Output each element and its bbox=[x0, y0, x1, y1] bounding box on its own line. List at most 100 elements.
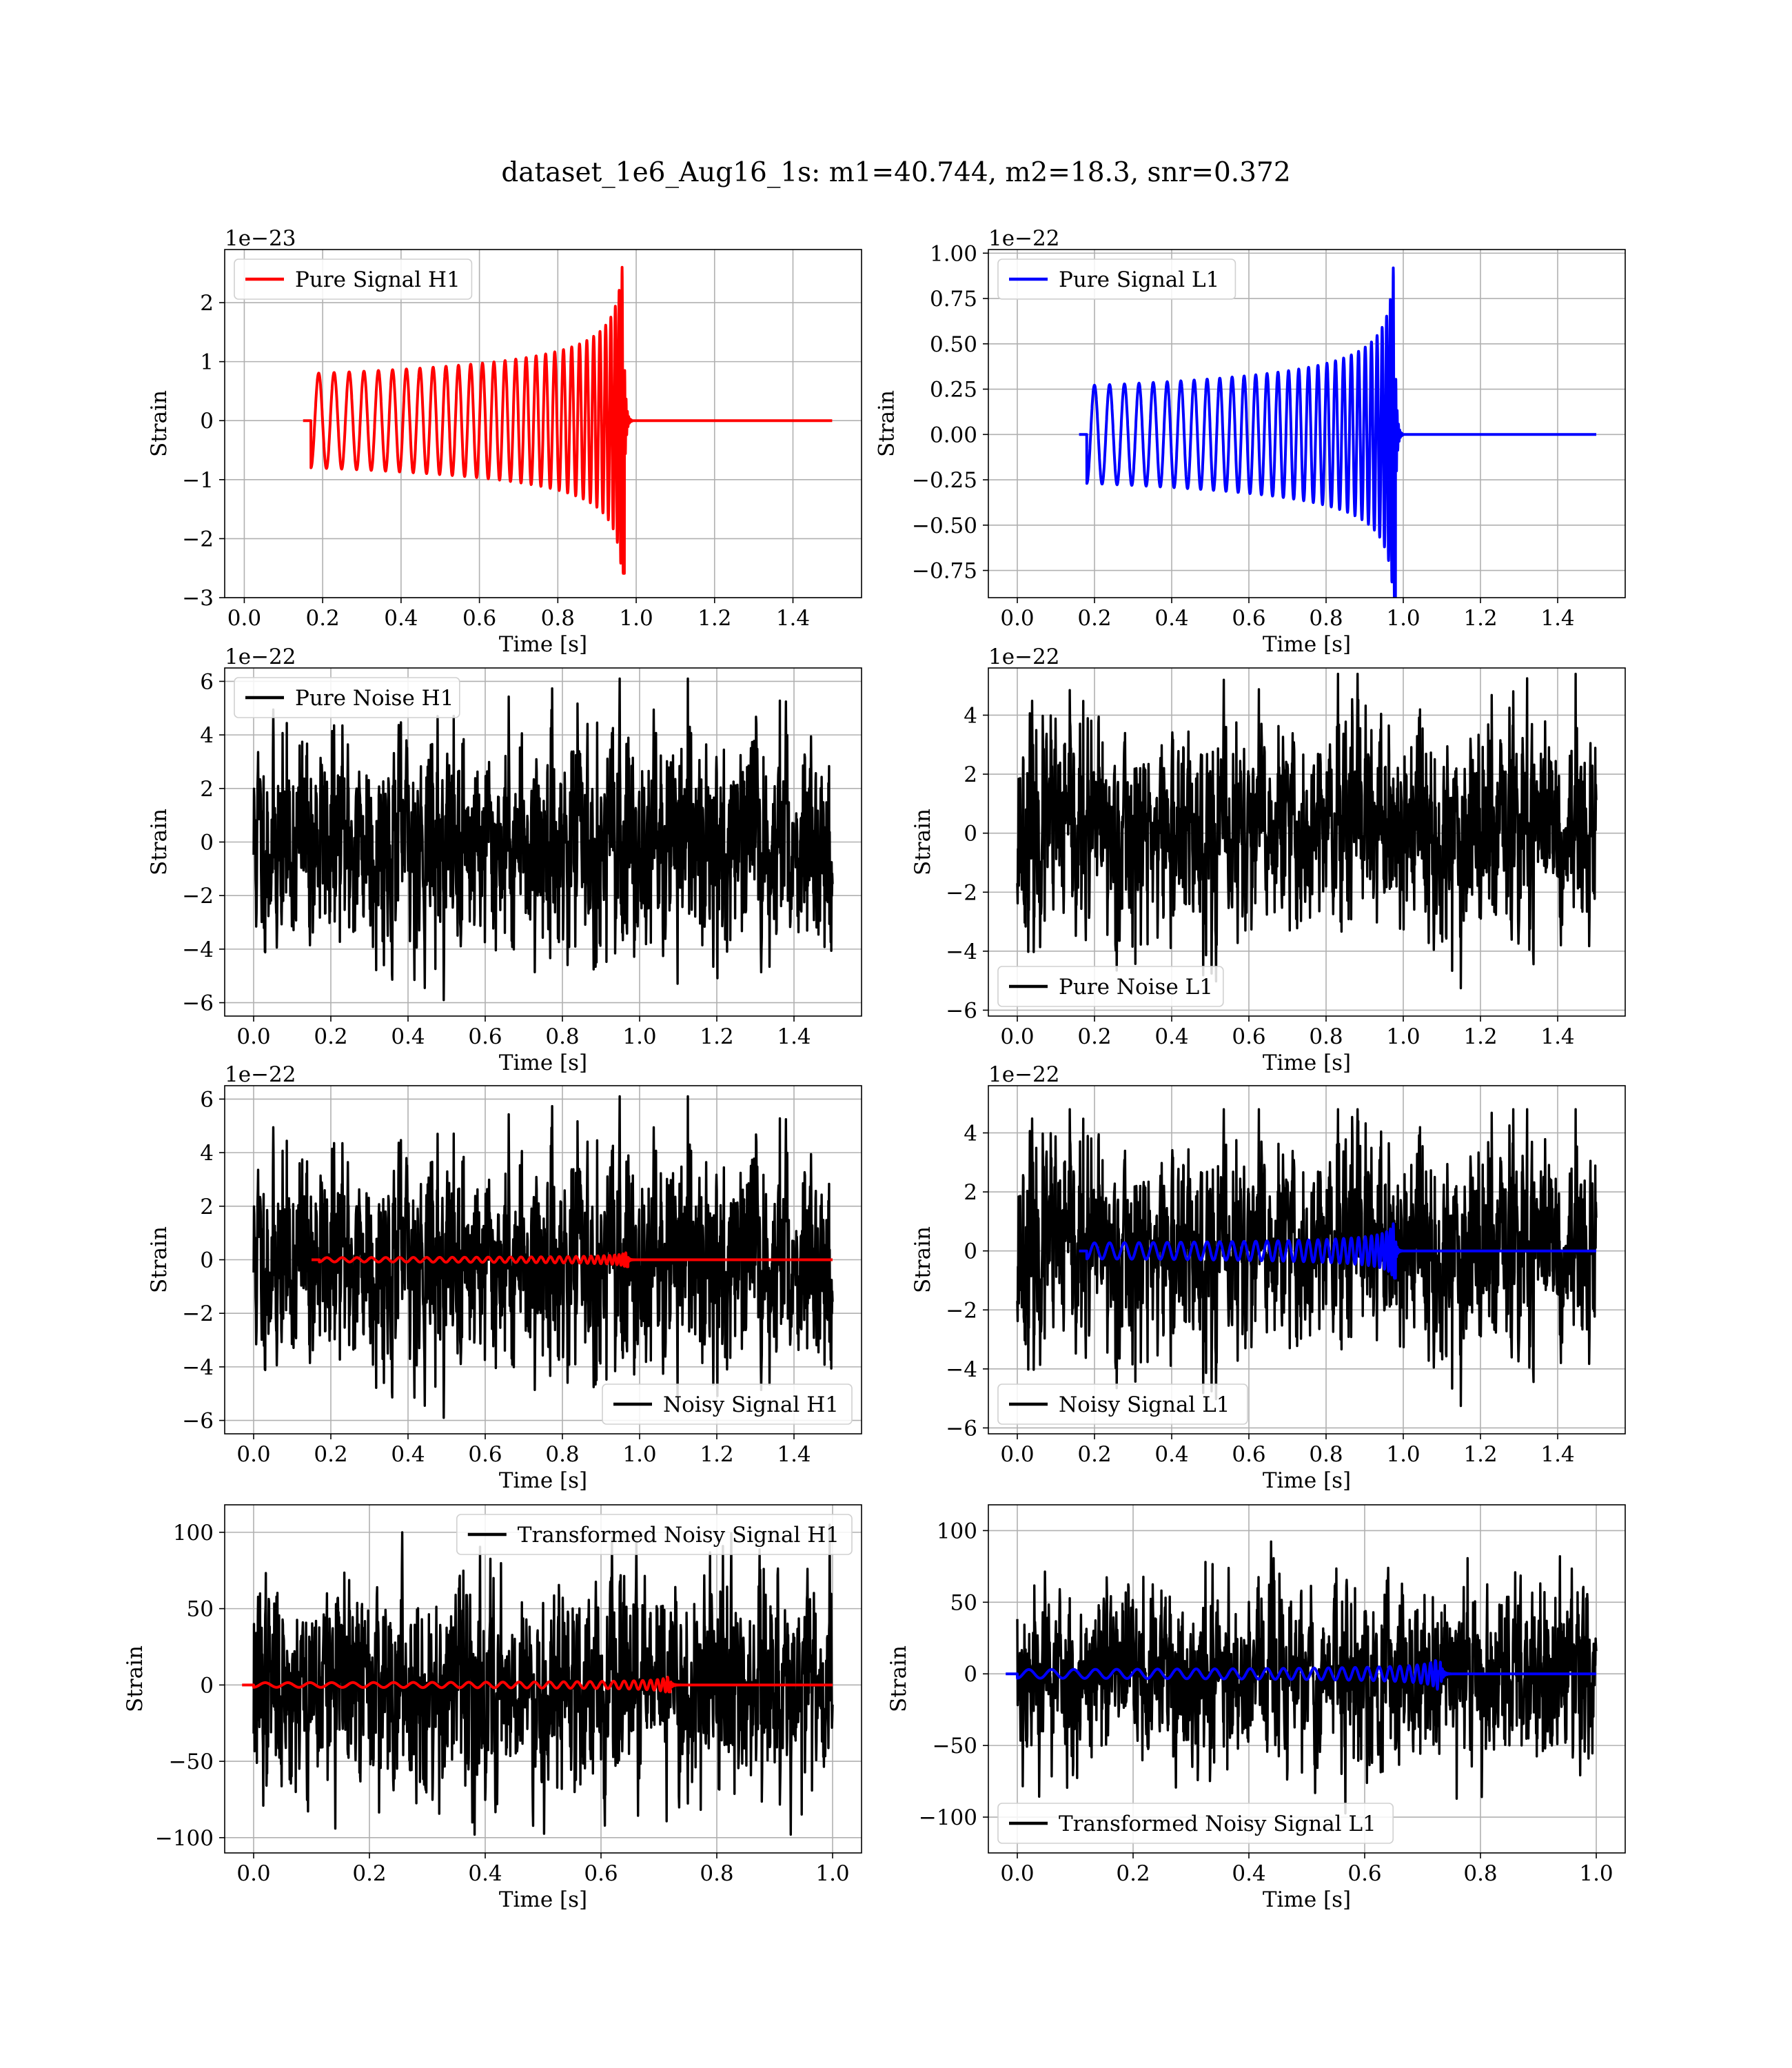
x-tick-label: 0.8 bbox=[1309, 606, 1343, 631]
plot-frame bbox=[988, 1504, 1626, 1854]
y-tick-label: 100 bbox=[937, 1519, 977, 1543]
series-line bbox=[252, 1523, 834, 1836]
y-tick-label: −2 bbox=[182, 527, 214, 551]
y-tick-label: −100 bbox=[155, 1826, 214, 1851]
x-tick-label: 1.0 bbox=[1386, 1442, 1420, 1467]
x-tick-label: 0.8 bbox=[545, 1024, 579, 1049]
y-tick-label: −0.75 bbox=[912, 559, 977, 584]
legend-label: Pure Noise L1 bbox=[1059, 975, 1213, 1000]
axis-offset-label: 1e−22 bbox=[988, 226, 1060, 251]
legend: Transformed Noisy Signal L1 bbox=[997, 1803, 1394, 1844]
x-tick-label: 1.0 bbox=[1386, 1024, 1420, 1049]
y-tick-label: 100 bbox=[173, 1521, 214, 1545]
y-tick-label: 4 bbox=[964, 703, 977, 728]
legend-box bbox=[456, 1514, 853, 1555]
y-axis-label: Strain bbox=[886, 1645, 911, 1712]
y-tick-label: 2 bbox=[964, 762, 977, 787]
legend: Pure Noise L1 bbox=[997, 966, 1224, 1007]
x-tick-label: 1.4 bbox=[776, 606, 810, 631]
x-tick-label: 0.2 bbox=[1077, 606, 1111, 631]
y-tick-label: 0 bbox=[200, 1673, 214, 1698]
x-axis-label: Time [s] bbox=[1263, 1887, 1351, 1912]
y-tick-label: −50 bbox=[169, 1750, 214, 1774]
legend-label: Pure Signal L1 bbox=[1059, 267, 1219, 292]
x-tick-label: 0.2 bbox=[305, 606, 339, 631]
y-tick-label: 2 bbox=[964, 1180, 977, 1205]
legend-label: Pure Noise H1 bbox=[295, 686, 454, 711]
x-tick-label: 0.0 bbox=[1000, 1861, 1034, 1886]
x-tick-label: 0.8 bbox=[1463, 1861, 1497, 1886]
y-tick-label: 0 bbox=[964, 1239, 977, 1264]
chart-panel: 0.0 0.2 0.4 0.6 0.8 1.0 −100 −50 0 50 100 Time [s] S… bbox=[886, 1504, 1626, 1912]
legend: Pure Signal H1 bbox=[234, 258, 473, 300]
series-line bbox=[1077, 1222, 1598, 1280]
y-tick-label: 0.50 bbox=[930, 332, 977, 357]
y-tick-label: −2 bbox=[182, 884, 214, 909]
x-tick-label: 1.2 bbox=[700, 1024, 733, 1049]
series-line bbox=[1004, 1659, 1598, 1691]
x-tick-label: 1.0 bbox=[1579, 1861, 1613, 1886]
y-tick-label: −2 bbox=[946, 1298, 977, 1323]
x-tick-label: 0.6 bbox=[1232, 1442, 1265, 1467]
x-tick-label: 0.4 bbox=[391, 1442, 425, 1467]
x-tick-label: 0.8 bbox=[545, 1442, 579, 1467]
axis-offset-label: 1e−22 bbox=[225, 1062, 296, 1087]
x-tick-label: 0.4 bbox=[1154, 1442, 1188, 1467]
x-tick-label: 1.4 bbox=[777, 1442, 811, 1467]
axis-offset-label: 1e−22 bbox=[988, 645, 1060, 669]
x-tick-label: 0.2 bbox=[1077, 1024, 1111, 1049]
legend: Pure Signal L1 bbox=[997, 258, 1236, 300]
y-tick-label: −4 bbox=[182, 937, 214, 962]
y-tick-label: 6 bbox=[200, 1087, 214, 1112]
y-tick-label: 1 bbox=[200, 350, 214, 375]
x-tick-label: 0.6 bbox=[462, 606, 496, 631]
legend-box bbox=[234, 258, 473, 300]
y-tick-label: −3 bbox=[182, 586, 214, 611]
y-axis-label: Strain bbox=[147, 809, 172, 875]
x-tick-label: 1.4 bbox=[1540, 606, 1574, 631]
x-tick-label: 0.2 bbox=[314, 1024, 347, 1049]
legend-box bbox=[997, 258, 1236, 300]
x-tick-label: 1.4 bbox=[1540, 1024, 1574, 1049]
x-tick-label: 0.4 bbox=[1154, 1024, 1188, 1049]
x-tick-label: 0.0 bbox=[227, 606, 261, 631]
x-tick-label: 0.4 bbox=[1154, 606, 1188, 631]
legend-label: Transformed Noisy Signal L1 bbox=[1059, 1812, 1376, 1836]
x-tick-label: 1.0 bbox=[622, 1024, 656, 1049]
series-line bbox=[1016, 1540, 1598, 1815]
series-line bbox=[301, 265, 834, 575]
x-tick-label: 1.0 bbox=[815, 1861, 849, 1886]
y-tick-label: −6 bbox=[946, 1416, 977, 1441]
x-tick-label: 0.6 bbox=[584, 1861, 618, 1886]
y-tick-label: 0.25 bbox=[930, 378, 977, 403]
y-tick-label: −100 bbox=[919, 1805, 977, 1830]
legend: Noisy Signal H1 bbox=[602, 1383, 853, 1425]
x-tick-label: 0.4 bbox=[384, 606, 418, 631]
y-tick-label: 0 bbox=[200, 831, 214, 855]
y-tick-label: 4 bbox=[964, 1121, 977, 1146]
x-axis-label: Time [s] bbox=[1263, 1468, 1351, 1493]
chart-panel: 0.0 0.2 0.4 0.6 0.8 1.0 1.2 1.4 −6 −4 −2 0 2 4 6 Time [… bbox=[147, 645, 862, 1075]
x-tick-label: 0.0 bbox=[236, 1442, 270, 1467]
legend: Noisy Signal L1 bbox=[997, 1383, 1248, 1425]
chart-panel: 0.0 0.2 0.4 0.6 0.8 1.0 −100 −50 0 50 100 Time [s] S… bbox=[123, 1504, 862, 1912]
series-line bbox=[252, 677, 834, 1002]
x-tick-label: 0.2 bbox=[314, 1442, 347, 1467]
y-tick-label: 4 bbox=[200, 1141, 214, 1166]
chart-panel: 0.0 0.2 0.4 0.6 0.8 1.0 1.2 1.4 −3 −2 −1 0 1 2 Time [s… bbox=[147, 226, 862, 657]
x-tick-label: 0.6 bbox=[468, 1442, 502, 1467]
y-tick-label: −0.50 bbox=[912, 514, 977, 538]
y-tick-label: −2 bbox=[182, 1301, 214, 1326]
chart-panel: 0.0 0.2 0.4 0.6 0.8 1.0 1.2 1.4 −6 −4 −2 0 2 4 Time [s… bbox=[910, 645, 1626, 1075]
legend-label: Noisy Signal L1 bbox=[1059, 1392, 1230, 1417]
x-tick-label: 0.4 bbox=[1232, 1861, 1265, 1886]
series-line bbox=[241, 1675, 834, 1694]
x-tick-label: 1.0 bbox=[622, 1442, 656, 1467]
legend-label: Pure Signal H1 bbox=[295, 267, 460, 292]
x-tick-label: 0.2 bbox=[1077, 1442, 1111, 1467]
x-tick-label: 0.0 bbox=[1000, 1024, 1034, 1049]
y-tick-label: −4 bbox=[182, 1355, 214, 1380]
y-axis-label: Strain bbox=[910, 809, 935, 875]
y-tick-label: 0.00 bbox=[930, 423, 977, 447]
y-axis-label: Strain bbox=[147, 390, 172, 457]
